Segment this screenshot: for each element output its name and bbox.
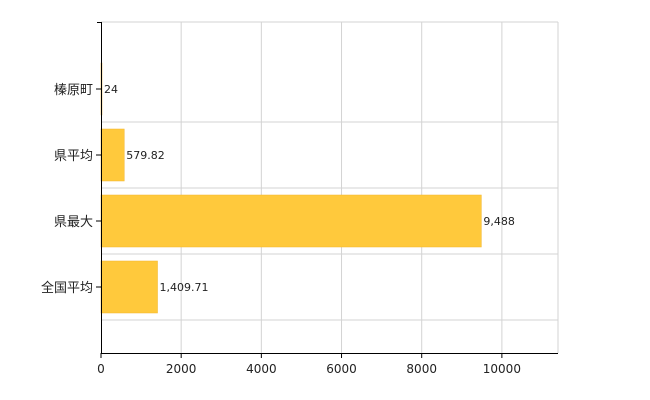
category-label: 県最大	[54, 215, 93, 230]
data-label: 1,409.71	[160, 281, 209, 294]
x-tick-label: 4000	[246, 362, 277, 376]
data-label: 24	[104, 83, 118, 96]
x-tick-label: 0	[97, 362, 105, 376]
x-tick-label: 10000	[483, 362, 521, 376]
x-tick-label: 2000	[166, 362, 197, 376]
category-label: 榛原町	[54, 83, 93, 98]
grid-lines	[101, 21, 559, 353]
category-label: 全国平均	[41, 280, 93, 296]
x-tick-label: 8000	[406, 362, 437, 376]
data-label: 9,488	[483, 215, 515, 228]
bar	[100, 260, 158, 314]
x-tick-label: 6000	[326, 362, 357, 376]
axes	[96, 22, 558, 358]
bar	[100, 128, 125, 182]
category-label: 県平均	[54, 149, 93, 164]
data-label: 579.82	[126, 149, 164, 162]
labels: 24 579.82 9,488 1,409.71 0 2000 4000 6000 8000 10…	[41, 83, 521, 376]
bar	[100, 194, 482, 248]
